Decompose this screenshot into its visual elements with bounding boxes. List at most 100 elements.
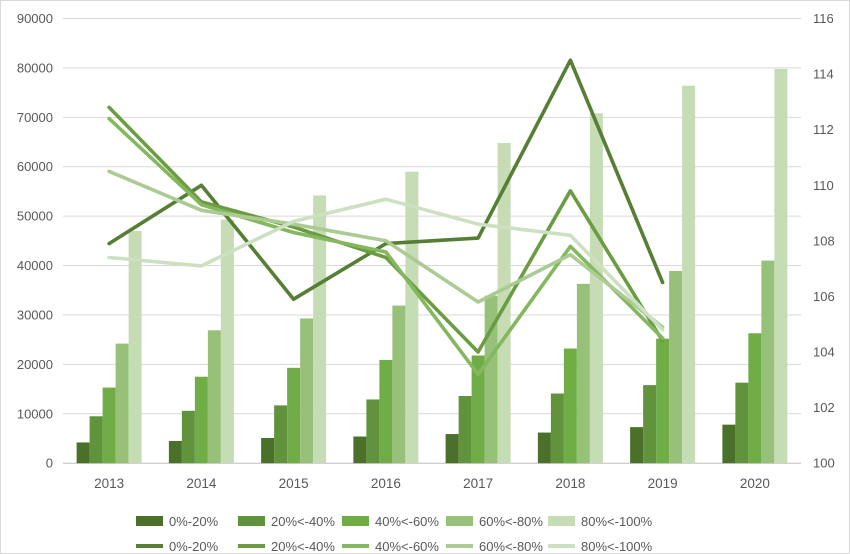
left-axis-tick-label: 50000 bbox=[17, 209, 53, 224]
left-axis-tick-label: 20000 bbox=[17, 357, 53, 372]
left-axis-tick-label: 30000 bbox=[17, 307, 53, 322]
right-axis-tick-label: 110 bbox=[813, 178, 834, 193]
left-axis-tick-label: 70000 bbox=[17, 110, 53, 125]
line-series-20%<-40% bbox=[107, 105, 665, 354]
bar-series-80%<-100% bbox=[128, 68, 788, 464]
x-axis-category-label: 2019 bbox=[648, 476, 678, 491]
x-axis-category-label: 2018 bbox=[555, 476, 585, 491]
bar bbox=[76, 442, 90, 464]
bar bbox=[313, 195, 327, 464]
gridlines: 0 10000 20000 30000 40000 50000 60000 70000 8000… bbox=[17, 11, 801, 471]
legend-swatch-icon bbox=[446, 544, 473, 548]
legend-item-line-0%-20%: 0%-20% bbox=[136, 538, 219, 554]
legend-swatch-icon bbox=[342, 516, 369, 526]
bar bbox=[471, 355, 485, 464]
legend-label: 80%<-100% bbox=[581, 513, 653, 529]
x-axis-category-label: 2013 bbox=[94, 476, 124, 491]
legend-item-bar-60%<-80%: 60%<-80% bbox=[446, 513, 543, 529]
legend-label: 20%<-40% bbox=[271, 513, 335, 529]
line-series-60%<-80% bbox=[107, 169, 665, 329]
bar bbox=[735, 382, 749, 464]
right-axis-tick-label: 108 bbox=[813, 233, 835, 248]
line-series-0%-20% bbox=[107, 58, 665, 302]
bar bbox=[405, 171, 419, 464]
bar bbox=[774, 68, 788, 464]
bar bbox=[445, 434, 459, 464]
legend-item-line-40%<-60%: 40%<-60% bbox=[342, 538, 439, 554]
legend-row-line: 0%-20% 20%<-40% 40%<-60% 60%<-80% 80%<-100% bbox=[1, 538, 849, 554]
legend-label: 80%<-100% bbox=[581, 538, 653, 554]
bar-series-60%<-80% bbox=[115, 260, 775, 464]
bar bbox=[168, 440, 182, 464]
legend-swatch-icon bbox=[136, 516, 163, 526]
legend-swatch-icon bbox=[342, 544, 369, 548]
bar-series-0%-20% bbox=[76, 424, 736, 464]
x-axis-category-label: 2020 bbox=[740, 476, 770, 491]
legend-label: 60%<-80% bbox=[479, 513, 543, 529]
legend-label: 0%-20% bbox=[169, 513, 219, 529]
bar bbox=[563, 348, 577, 464]
legend-label: 0%-20% bbox=[169, 538, 219, 554]
bar bbox=[656, 338, 670, 464]
bar bbox=[761, 260, 775, 464]
bar bbox=[261, 438, 275, 464]
bar bbox=[576, 283, 590, 464]
bar bbox=[89, 416, 103, 464]
bar bbox=[537, 432, 551, 464]
right-axis-tick-label: 112 bbox=[813, 122, 834, 137]
bar bbox=[458, 396, 472, 464]
legend-item-bar-0%-20%: 0%-20% bbox=[136, 513, 218, 529]
line-series-40%<-60% bbox=[107, 116, 665, 377]
bar bbox=[128, 230, 142, 464]
bar bbox=[722, 424, 736, 464]
left-axis-tick-label: 60000 bbox=[17, 159, 53, 174]
left-axis-tick-label: 10000 bbox=[17, 406, 53, 421]
bar bbox=[194, 376, 208, 464]
x-axis-category-label: 2015 bbox=[279, 476, 309, 491]
legend-row-bar: 0%-20% 20%<-40% 40%<-60% 60%<-80% 80%<-100% bbox=[1, 513, 849, 529]
bar bbox=[287, 367, 301, 464]
bar bbox=[366, 399, 380, 464]
bar bbox=[115, 343, 129, 464]
x-axis-category-label: 2016 bbox=[371, 476, 401, 491]
bar-series-40%<-60% bbox=[102, 333, 762, 464]
legend-label: 40%<-60% bbox=[375, 538, 439, 554]
bar-series-20%<-40% bbox=[89, 382, 749, 464]
line-series-80%<-100% bbox=[107, 197, 665, 332]
bar bbox=[630, 427, 644, 464]
bar bbox=[300, 318, 314, 464]
bar bbox=[589, 113, 603, 464]
left-axis-tick-label: 40000 bbox=[17, 258, 53, 273]
x-axis-category-label: 2017 bbox=[463, 476, 493, 491]
bar bbox=[392, 305, 406, 464]
right-axis-tick-label: 106 bbox=[813, 289, 835, 304]
bar bbox=[669, 270, 683, 464]
left-axis-tick-label: 90000 bbox=[17, 11, 53, 26]
legend-swatch-icon bbox=[136, 544, 163, 548]
legend-swatch-icon bbox=[548, 516, 575, 526]
bar bbox=[102, 387, 116, 464]
bar bbox=[181, 410, 195, 464]
bar bbox=[207, 330, 221, 464]
bar bbox=[682, 85, 696, 464]
bar bbox=[748, 333, 762, 464]
right-axis-tick-label: 114 bbox=[813, 67, 834, 82]
left-axis-tick-label: 0 bbox=[46, 456, 53, 471]
legend-swatch-icon bbox=[238, 544, 265, 548]
legend-swatch-icon bbox=[446, 516, 473, 526]
legend-label: 20%<-40% bbox=[271, 538, 335, 554]
legend-item-bar-80%<-100%: 80%<-100% bbox=[548, 513, 652, 529]
right-axis-tick-label: 104 bbox=[813, 345, 835, 360]
legend-swatch-icon bbox=[548, 544, 575, 548]
right-axis-tick-label: 116 bbox=[813, 11, 834, 26]
legend-item-line-80%<-100%: 80%<-100% bbox=[548, 538, 653, 554]
legend-swatch-icon bbox=[238, 516, 265, 526]
right-axis-tick-label: 100 bbox=[813, 456, 835, 471]
bar bbox=[643, 385, 657, 464]
bar bbox=[550, 393, 564, 464]
legend-item-bar-40%<-60%: 40%<-60% bbox=[342, 513, 439, 529]
right-axis-tick-label: 102 bbox=[813, 400, 835, 415]
bar bbox=[274, 405, 288, 464]
